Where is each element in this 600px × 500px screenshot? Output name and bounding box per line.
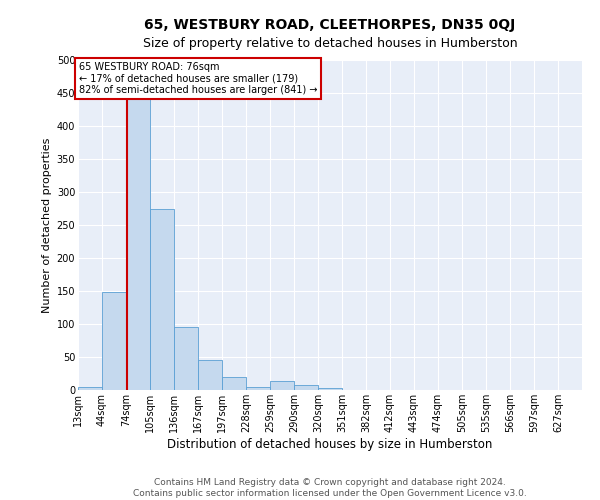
- Bar: [222, 377, 246, 390]
- Bar: [150, 208, 174, 390]
- Text: Contains HM Land Registry data © Crown copyright and database right 2024.
Contai: Contains HM Land Registry data © Crown c…: [133, 478, 527, 498]
- Text: 65 WESTBURY ROAD: 76sqm
← 17% of detached houses are smaller (179)
82% of semi-d: 65 WESTBURY ROAD: 76sqm ← 17% of detache…: [79, 62, 317, 95]
- Bar: [294, 384, 318, 390]
- Bar: [198, 360, 222, 390]
- Bar: [270, 382, 294, 390]
- Y-axis label: Number of detached properties: Number of detached properties: [43, 138, 52, 312]
- X-axis label: Distribution of detached houses by size in Humberston: Distribution of detached houses by size …: [167, 438, 493, 450]
- Bar: [102, 292, 126, 390]
- Bar: [174, 328, 198, 390]
- Text: Size of property relative to detached houses in Humberston: Size of property relative to detached ho…: [143, 38, 517, 51]
- Bar: [318, 388, 342, 390]
- Bar: [78, 386, 102, 390]
- Bar: [246, 386, 270, 390]
- Text: 65, WESTBURY ROAD, CLEETHORPES, DN35 0QJ: 65, WESTBURY ROAD, CLEETHORPES, DN35 0QJ: [145, 18, 515, 32]
- Bar: [126, 86, 150, 390]
